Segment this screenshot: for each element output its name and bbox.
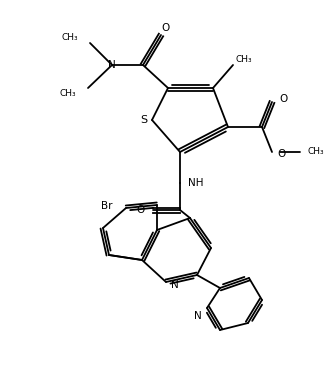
Text: Br: Br <box>100 201 112 211</box>
Text: N: N <box>108 60 116 70</box>
Text: N: N <box>171 280 179 290</box>
Text: CH₃: CH₃ <box>236 56 253 65</box>
Text: CH₃: CH₃ <box>62 33 78 43</box>
Text: O: O <box>137 205 145 215</box>
Text: O: O <box>277 149 285 159</box>
Text: O: O <box>279 94 287 104</box>
Text: N: N <box>194 311 202 321</box>
Text: NH: NH <box>188 178 204 188</box>
Text: CH₃: CH₃ <box>307 147 324 157</box>
Text: O: O <box>161 23 169 33</box>
Text: S: S <box>140 115 148 125</box>
Text: CH₃: CH₃ <box>59 88 76 98</box>
